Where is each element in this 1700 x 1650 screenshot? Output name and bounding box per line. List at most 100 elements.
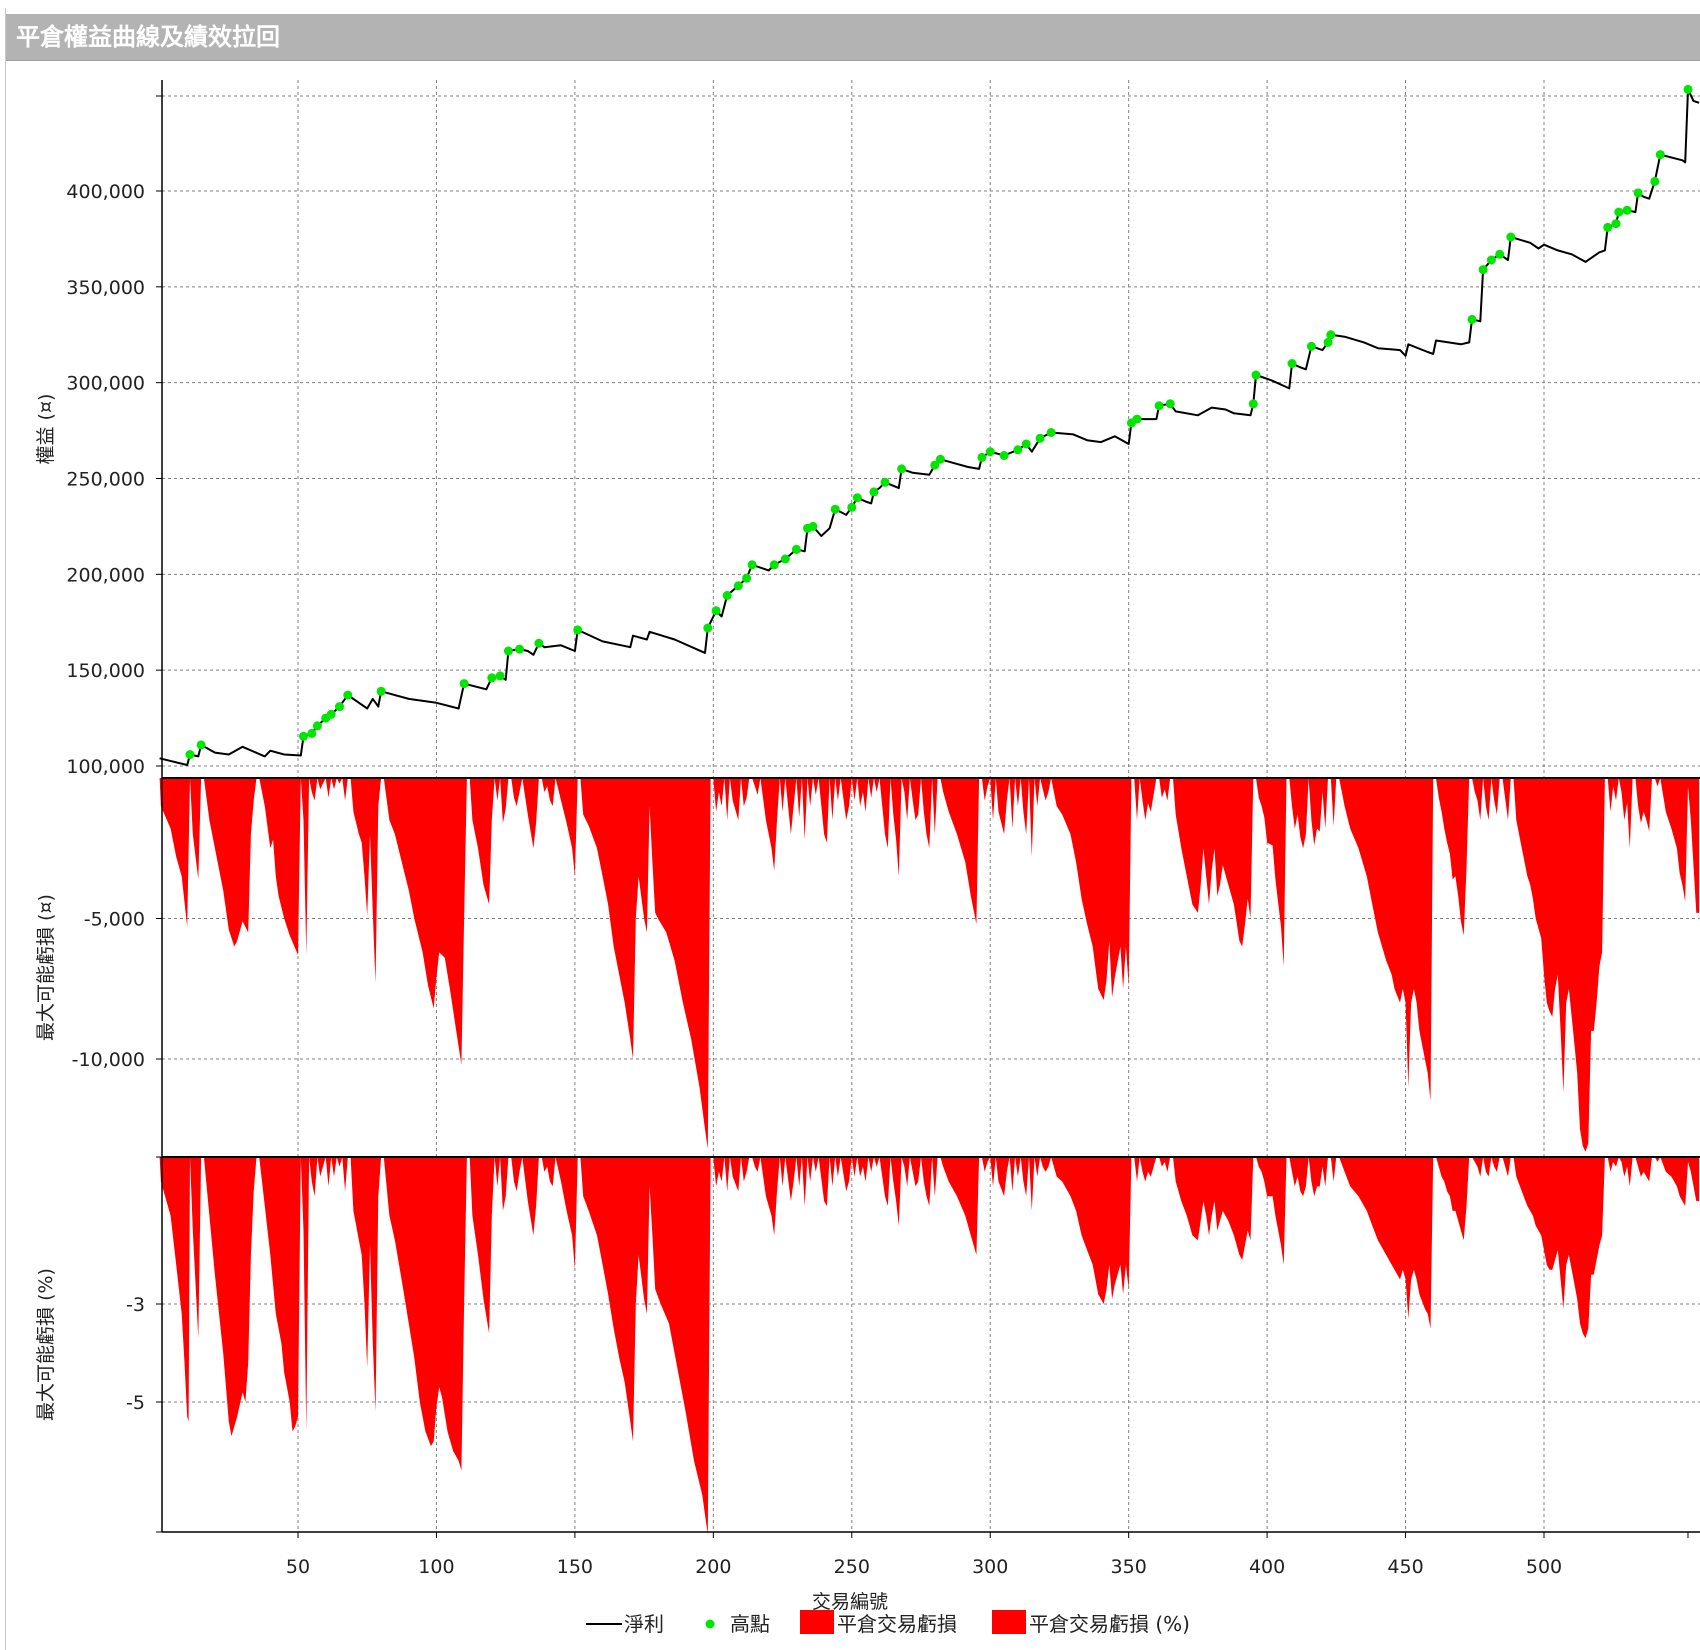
high-marker	[326, 709, 336, 719]
high-marker	[335, 702, 344, 712]
high-marker	[534, 638, 544, 648]
high-marker	[1323, 337, 1333, 347]
y-tick-label: 100,000	[66, 756, 145, 778]
high-marker	[1603, 222, 1613, 232]
drawdown-percent-area	[159, 1157, 1700, 1535]
high-marker	[985, 447, 995, 457]
legend-box-swatch	[992, 1610, 1026, 1634]
high-marker	[1013, 445, 1023, 455]
high-marker	[999, 451, 1009, 460]
high-marker	[343, 690, 353, 700]
high-marker	[1132, 414, 1142, 424]
high-marker	[1633, 188, 1643, 198]
y-tick-label: 400,000	[66, 181, 145, 203]
high-marker	[1611, 219, 1621, 229]
high-marker	[742, 573, 752, 583]
window-title: 平倉權益曲線及績效拉回	[16, 23, 280, 51]
drawdown-percent-panel	[159, 1157, 1700, 1535]
high-marker	[1655, 150, 1665, 160]
high-marker	[307, 728, 317, 738]
high-marker	[299, 731, 308, 741]
high-marker	[880, 477, 890, 487]
y-tick-label: 200,000	[66, 564, 145, 586]
high-marker	[1154, 401, 1164, 411]
high-marker	[897, 464, 907, 474]
high-marker	[977, 452, 987, 462]
high-marker	[1506, 232, 1516, 242]
legend-label-drawdown-percent: 平倉交易虧損 (%)	[1029, 1612, 1190, 1636]
high-marker	[1486, 255, 1496, 265]
high-marker	[935, 454, 945, 464]
high-marker	[830, 504, 840, 514]
high-marker	[503, 646, 513, 656]
x-tick-label: 100	[418, 1556, 454, 1578]
high-marker	[791, 544, 801, 554]
high-marker	[733, 581, 743, 591]
y-tick-label: 350,000	[66, 277, 145, 299]
y-axis-title: 最大可能虧損 (%)	[35, 1268, 57, 1421]
high-marker	[1248, 399, 1258, 409]
high-marker	[930, 460, 940, 470]
x-tick-label: 450	[1387, 1556, 1423, 1578]
y-tick-label: 300,000	[66, 373, 145, 395]
high-marker	[1683, 84, 1693, 94]
high-marker	[808, 521, 818, 531]
x-tick-label: 300	[972, 1556, 1008, 1578]
high-marker	[1495, 249, 1505, 259]
y-axis-title: 權益 (¤)	[35, 394, 57, 465]
high-marker	[769, 560, 779, 570]
drawdown-currency-panel	[159, 778, 1700, 1152]
high-marker	[1622, 205, 1632, 215]
x-axis-title: 交易編號	[812, 1591, 888, 1613]
high-marker	[847, 502, 857, 512]
y-tick-label: -3	[126, 1294, 145, 1316]
equity-panel	[159, 84, 1700, 766]
high-marker	[1306, 341, 1316, 351]
x-tick-label: 350	[1111, 1556, 1147, 1578]
high-marker	[1478, 265, 1488, 275]
y-axis-title: 最大可能虧損 (¤)	[35, 894, 57, 1041]
x-tick-label: 50	[286, 1556, 310, 1578]
high-marker	[1251, 370, 1261, 380]
high-marker	[495, 671, 505, 681]
y-tick-label: 250,000	[66, 469, 145, 491]
y-tick-label: -10,000	[72, 1049, 145, 1071]
high-marker	[711, 606, 721, 616]
y-tick-label: 150,000	[66, 660, 145, 682]
x-tick-label: 400	[1249, 1556, 1285, 1578]
high-marker	[1467, 314, 1477, 324]
labels-layer: 100,000 150,000 200,000 250,000 300,000 350,0…	[35, 181, 1562, 1613]
high-marker	[1021, 439, 1031, 449]
x-tick-label: 150	[557, 1556, 593, 1578]
high-marker	[1046, 428, 1056, 437]
high-marker	[1650, 176, 1660, 186]
high-marker	[196, 740, 206, 750]
high-marker	[1035, 433, 1045, 443]
legend-label-drawdown: 平倉交易虧損	[837, 1612, 957, 1636]
legend: 淨利 高點 平倉交易虧損 平倉交易虧損 (%)	[586, 1610, 1190, 1636]
high-marker	[747, 560, 757, 570]
high-marker	[852, 493, 862, 503]
y-tick-label: -5,000	[84, 909, 145, 931]
legend-box-swatch	[800, 1610, 834, 1634]
high-marker	[312, 721, 322, 731]
x-tick-label: 200	[695, 1556, 731, 1578]
title-bar: 平倉權益曲線及績效拉回	[6, 14, 1700, 61]
high-marker	[1326, 330, 1336, 340]
high-marker	[487, 673, 497, 683]
legend-label-highs: 高點	[730, 1612, 770, 1636]
legend-dot-swatch	[705, 1619, 715, 1629]
high-marker	[869, 487, 879, 497]
axes-layer	[156, 80, 1700, 1538]
legend-label-net-profit: 淨利	[624, 1612, 664, 1636]
high-marker	[780, 554, 790, 564]
high-marker	[722, 590, 732, 600]
x-tick-label: 250	[834, 1556, 870, 1578]
high-marker	[1614, 207, 1624, 217]
high-marker	[459, 679, 469, 689]
drawdown-currency-area	[159, 778, 1700, 1152]
high-marker	[185, 750, 195, 759]
high-marker	[376, 686, 386, 696]
x-tick-label: 500	[1526, 1556, 1562, 1578]
